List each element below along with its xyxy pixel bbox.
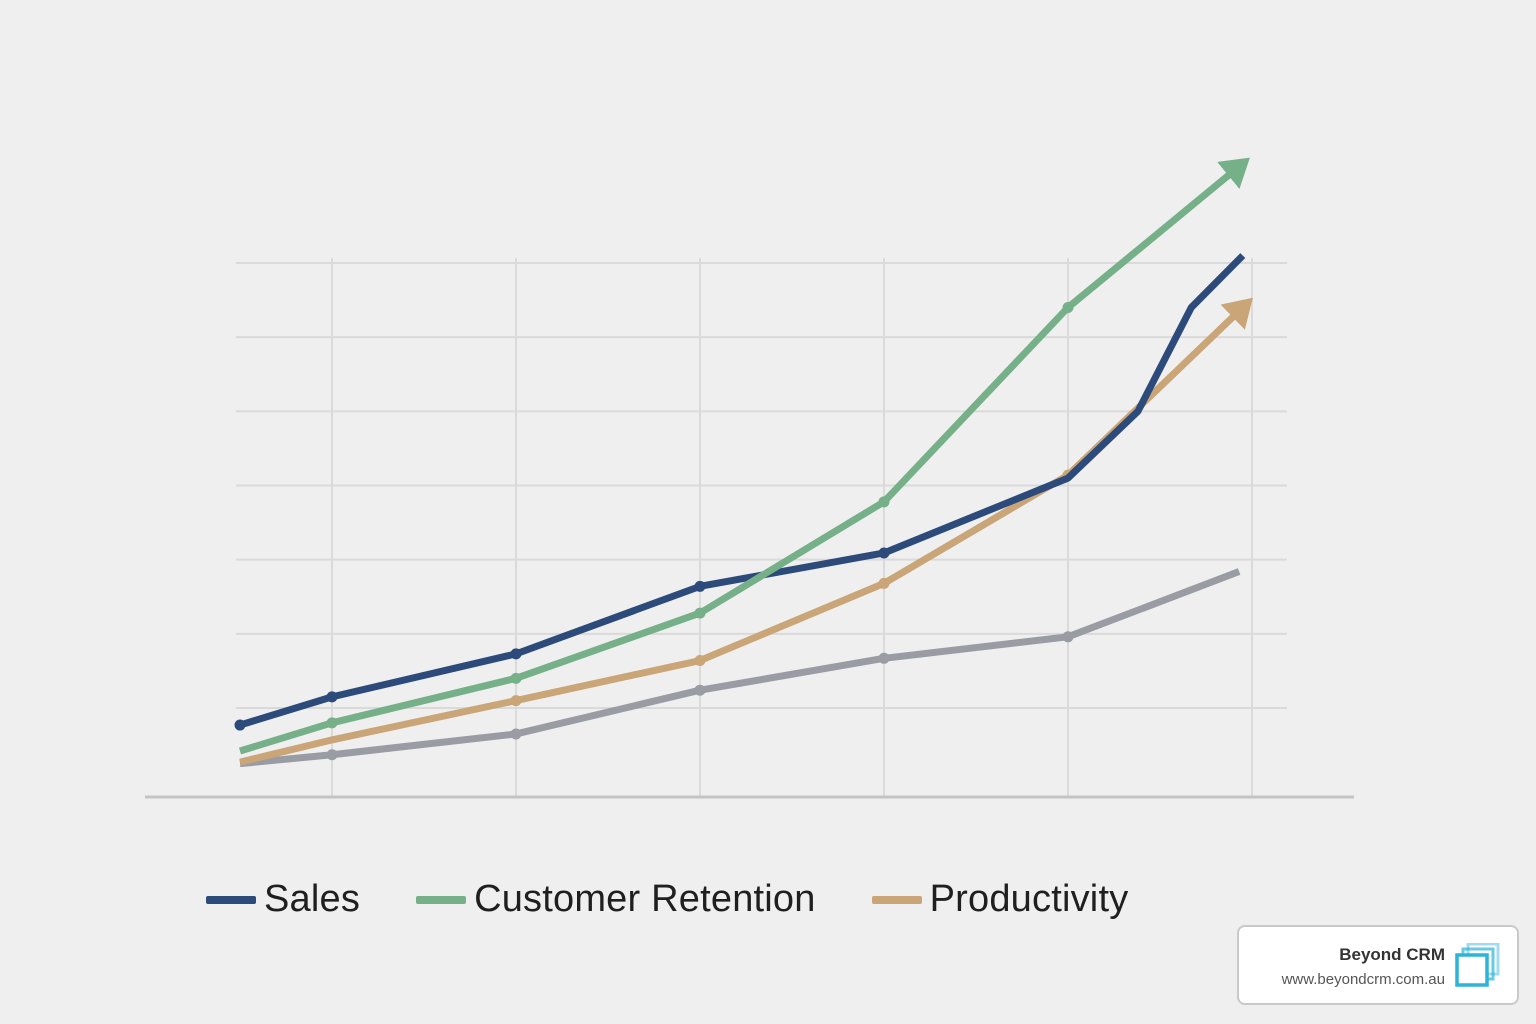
brand-watermark: Beyond CRM www.beyondcrm.com.au bbox=[1237, 925, 1519, 1005]
legend-swatch-productivity bbox=[871, 895, 922, 904]
legend-label-productivity: Productivity bbox=[929, 878, 1129, 920]
brand-name: Beyond CRM bbox=[1339, 945, 1445, 964]
point-sales-4 bbox=[878, 547, 890, 559]
point-productivity-2 bbox=[510, 695, 522, 707]
point-sales-2 bbox=[510, 648, 522, 660]
series-line-productivity bbox=[239, 297, 1253, 766]
point-series-3-3 bbox=[694, 684, 706, 696]
point-sales-0 bbox=[234, 719, 246, 731]
brand-url: www.beyondcrm.com.au bbox=[1281, 971, 1445, 988]
point-series-3-2 bbox=[510, 728, 522, 740]
point-customer-retention-4 bbox=[878, 496, 890, 508]
point-customer-retention-5 bbox=[1062, 302, 1074, 313]
point-productivity-3 bbox=[694, 655, 706, 667]
point-productivity-4 bbox=[878, 577, 890, 589]
point-series-3-5 bbox=[1062, 631, 1074, 643]
legend-swatch-sales bbox=[206, 895, 256, 904]
legend-item-sales: Sales bbox=[206, 878, 360, 921]
legend-label-customer-retention: Customer Retention bbox=[474, 878, 816, 920]
legend-item-customer-retention: Customer Retention bbox=[416, 878, 816, 921]
legend-item-productivity: Productivity bbox=[871, 878, 1129, 921]
chart-legend: Sales Customer Retention Productivity bbox=[206, 878, 1184, 921]
chart-grid bbox=[236, 258, 1287, 797]
point-series-3-1 bbox=[326, 749, 338, 761]
brand-logo-icon bbox=[1455, 943, 1500, 987]
point-customer-retention-1 bbox=[326, 717, 338, 729]
legend-swatch-customer-retention bbox=[416, 895, 467, 904]
point-series-3-4 bbox=[878, 652, 890, 664]
point-customer-retention-3 bbox=[694, 607, 706, 619]
chart-series bbox=[234, 157, 1253, 768]
point-customer-retention-2 bbox=[510, 672, 522, 684]
series-line-sales bbox=[238, 253, 1246, 729]
point-sales-1 bbox=[326, 691, 338, 703]
legend-label-sales: Sales bbox=[264, 878, 361, 920]
series-line-series-3 bbox=[239, 568, 1241, 768]
point-sales-3 bbox=[694, 580, 706, 592]
